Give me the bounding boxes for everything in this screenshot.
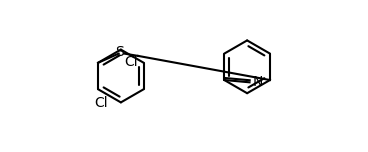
Text: Cl: Cl — [95, 96, 108, 110]
Text: S: S — [116, 45, 124, 59]
Text: N: N — [253, 75, 263, 89]
Text: Cl: Cl — [124, 55, 138, 69]
